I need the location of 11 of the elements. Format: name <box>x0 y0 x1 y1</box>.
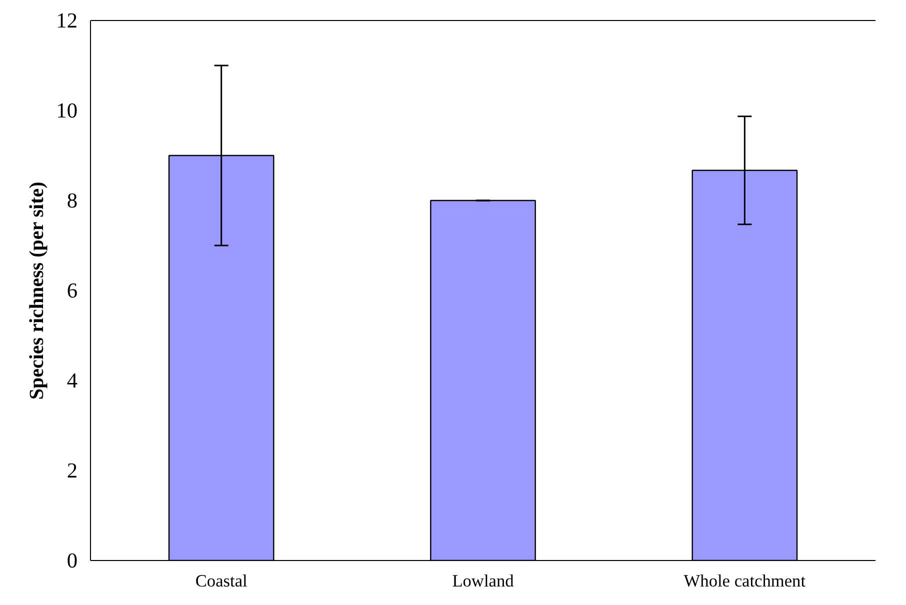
y-tick-label: 0 <box>66 548 78 572</box>
y-tick-label: 4 <box>66 368 78 392</box>
y-tick-label: 12 <box>56 8 78 32</box>
y-tick-label: 2 <box>66 458 78 482</box>
x-tick-label: Coastal <box>195 572 248 590</box>
y-tick-label: 8 <box>66 188 78 212</box>
y-tick-label: 10 <box>56 98 78 122</box>
x-tick-label: Whole catchment <box>684 572 806 590</box>
x-tick-label: Lowland <box>452 572 514 590</box>
y-tick-label: 6 <box>66 278 78 302</box>
y-axis-title: Species richness (per site) <box>26 182 48 400</box>
